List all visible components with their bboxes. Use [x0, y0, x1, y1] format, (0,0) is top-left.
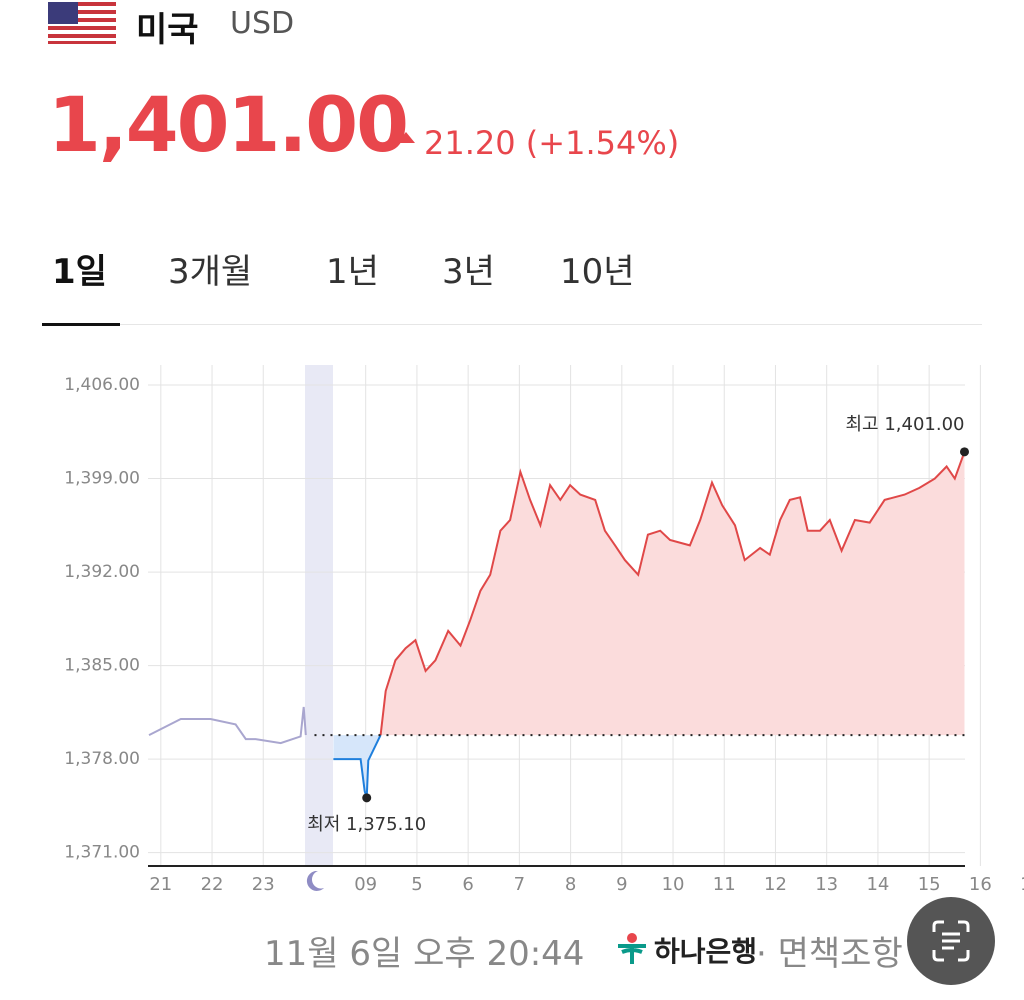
y-tick-label: 1,406.00: [64, 375, 140, 395]
y-tick-label: 1,399.00: [64, 469, 140, 489]
tab-divider: [42, 324, 982, 325]
area-fill: [333, 735, 381, 798]
x-tick-label: 23: [252, 874, 275, 895]
chart: 1,371.00 1,378.00 1,385.00 1,392.00 1,399.00…: [64, 365, 1024, 895]
y-tick-label: 1,378.00: [64, 749, 140, 769]
line: [379, 451, 966, 736]
tab[interactable]: 1년: [326, 252, 379, 292]
disclaimer[interactable]: · 면책조항: [756, 934, 903, 974]
x-tick-label: 5: [411, 874, 422, 895]
x-tick-label: 21: [149, 874, 172, 895]
x-tick-label: 16: [969, 874, 992, 895]
x-tick-label: 09: [354, 874, 377, 895]
area-fill: [380, 451, 965, 736]
high-label: 최고 1,401.00: [845, 414, 964, 435]
x-tick-label: 12: [764, 874, 787, 895]
change: 21.20 (+1.54%): [424, 124, 680, 162]
x-tick-label: 14: [866, 874, 889, 895]
price: 1,401.00: [48, 80, 409, 169]
bank-logo: [618, 933, 646, 964]
moon-icon: [306, 870, 324, 891]
x-tick-label: 13: [815, 874, 838, 895]
tab[interactable]: 3개월: [168, 252, 253, 292]
us-flag: [48, 2, 116, 44]
y-tick-label: 1,392.00: [64, 562, 140, 582]
x-tick-label: 6: [462, 874, 473, 895]
low-label: 최저 1,375.10: [307, 814, 426, 835]
country: 미국: [136, 10, 199, 50]
x-tick-label: 11: [713, 874, 736, 895]
tab[interactable]: 3년: [442, 252, 495, 292]
x-tick-label: 9: [616, 874, 627, 895]
y-tick-label: 1,371.00: [64, 843, 140, 863]
high-dot: [959, 447, 969, 457]
tab[interactable]: 1일: [52, 252, 107, 292]
bank: 하나은행: [654, 935, 758, 968]
tab[interactable]: 10년: [560, 252, 635, 292]
x-tick-label: 15: [918, 874, 941, 895]
timestamp: 11월 6일 오후 20:44: [264, 934, 585, 974]
x-tick-label: 8: [565, 874, 576, 895]
x-tick-label: 7: [514, 874, 525, 895]
x-tick-label: 22: [201, 874, 224, 895]
y-tick-label: 1,385.00: [64, 656, 140, 676]
up-arrow: [397, 132, 415, 143]
night-band: [305, 365, 333, 866]
x-tick-label: 17: [1020, 874, 1024, 895]
scan-button[interactable]: [906, 896, 996, 986]
tab-indicator: [42, 323, 120, 326]
x-tick-label: 10: [662, 874, 685, 895]
currency: USD: [230, 6, 295, 41]
low-dot: [362, 793, 372, 803]
line: [148, 706, 307, 745]
